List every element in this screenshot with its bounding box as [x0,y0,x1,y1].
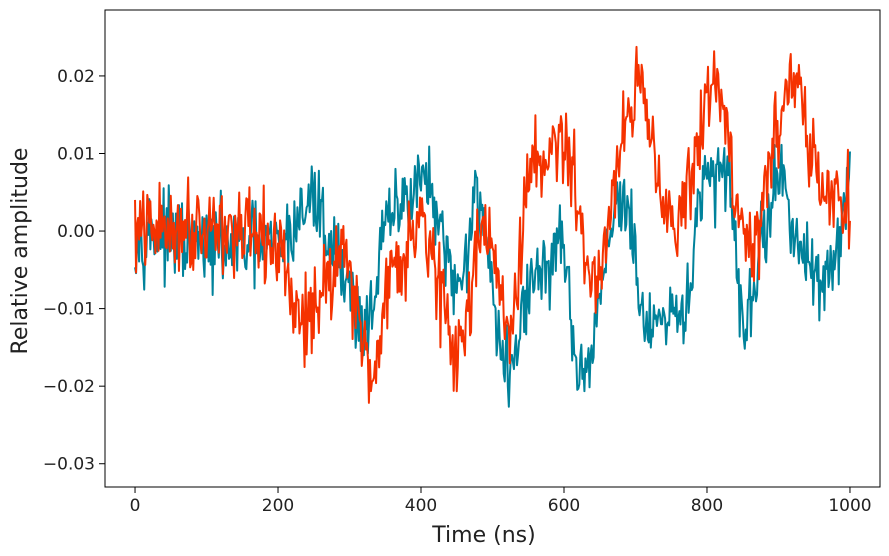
y-tick-label: 0.01 [57,144,95,164]
x-tick-label: 400 [405,496,437,516]
series-line-orange [134,45,851,404]
y-tick-label: 0.00 [57,222,95,242]
x-tick-label: 800 [691,496,723,516]
plot-frame [104,9,881,488]
series-line-teal [134,143,851,408]
y-tick-label: −0.01 [43,300,95,320]
x-axis-label: Time (ns) [431,523,535,548]
x-tick-label: 200 [262,496,294,516]
y-axis-label: Relative amplitude [8,148,33,355]
y-tick-label: −0.03 [43,455,95,475]
y-tick-label: 0.02 [57,67,95,87]
x-tick-label: 1000 [828,496,871,516]
x-tick-label: 600 [548,496,580,516]
x-tick-label: 0 [130,496,141,516]
y-tick-label: −0.02 [43,377,95,397]
